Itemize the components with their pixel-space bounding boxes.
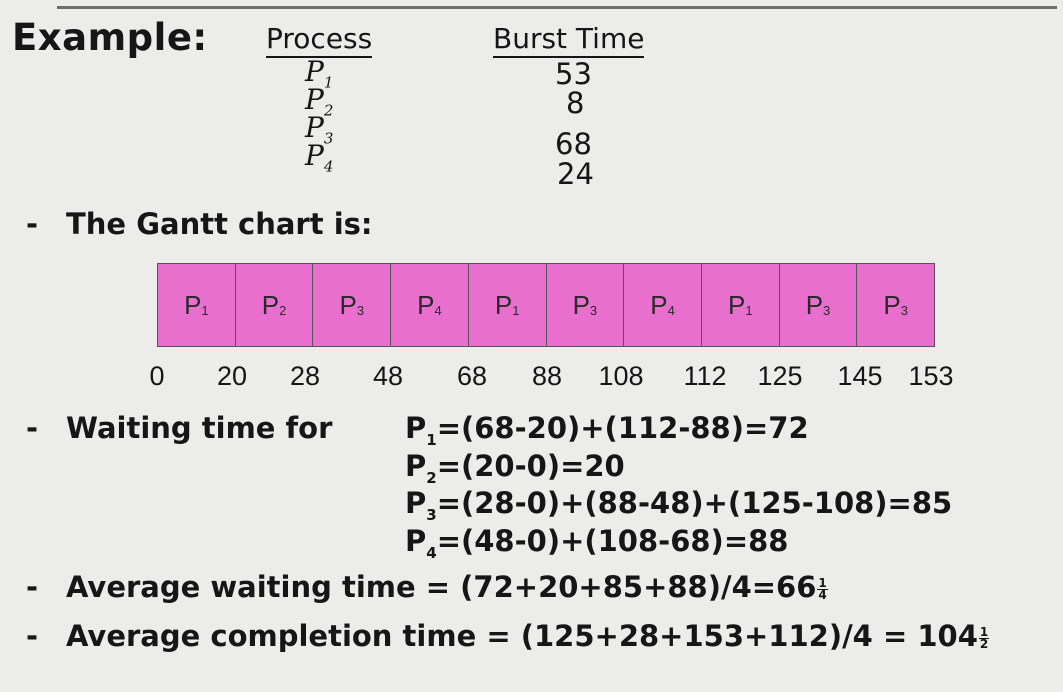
waiting-time-label: - Waiting time for xyxy=(26,411,333,445)
burst-value-p3: 68 xyxy=(555,127,592,161)
time-tick: 20 xyxy=(216,361,248,391)
waiting-time-p1: P1=(68-20)+(112-88)=72 xyxy=(405,411,809,449)
time-tick: 153 xyxy=(908,361,954,391)
burst-value-p4: 24 xyxy=(557,157,594,191)
waiting-time-p4: P4=(48-0)+(108-68)=88 xyxy=(405,524,789,562)
time-tick: 108 xyxy=(598,361,644,391)
time-tick: 0 xyxy=(149,361,165,391)
time-tick: 48 xyxy=(372,361,404,391)
waiting-time-p2: P2=(20-0)=20 xyxy=(405,449,625,487)
waiting-time-p3: P3=(28-0)+(88-48)+(125-108)=85 xyxy=(405,486,953,524)
top-rule xyxy=(57,6,1057,9)
process-row-p3: P3 xyxy=(305,111,334,148)
burst-value-p2: 8 xyxy=(566,86,585,120)
example-heading: Example: xyxy=(12,16,208,59)
gantt-intro-line: - The Gantt chart is: xyxy=(26,207,373,241)
time-tick: 68 xyxy=(456,361,488,391)
process-row-p2: P2 xyxy=(305,83,334,120)
process-row-p4: P4 xyxy=(305,139,334,176)
time-tick: 28 xyxy=(289,361,321,391)
average-completion-time: - Average completion time = (125+28+153+1… xyxy=(26,619,990,653)
time-tick: 125 xyxy=(757,361,803,391)
process-row-p1: P1 xyxy=(305,55,334,92)
burst-value-p1: 53 xyxy=(555,57,592,91)
average-waiting-time: - Average waiting time = (72+20+85+88)/4=… xyxy=(26,570,828,604)
burst-time-column-header: Burst Time xyxy=(493,22,645,58)
time-tick: 88 xyxy=(531,361,563,391)
time-tick: 145 xyxy=(837,361,883,391)
process-column-header: Process xyxy=(266,22,373,58)
time-tick: 112 xyxy=(683,361,727,391)
